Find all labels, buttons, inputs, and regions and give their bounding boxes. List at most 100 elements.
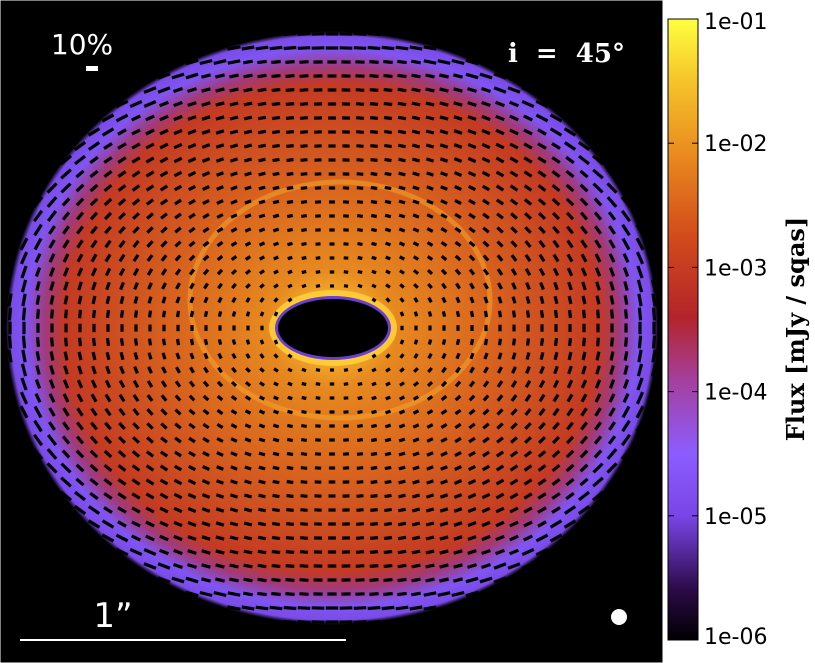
polarization-vector [188, 254, 196, 262]
polarization-vector [467, 507, 477, 513]
polarization-vector [19, 237, 29, 251]
polarization-vector [285, 60, 295, 64]
polarization-vector [497, 352, 503, 360]
polarization-vector [34, 379, 42, 389]
polarization-vector [552, 239, 560, 249]
polarization-vector [411, 577, 421, 583]
polarization-vector [258, 143, 266, 149]
polarization-vector [48, 239, 56, 249]
disk-ring-feature [187, 179, 493, 421]
polarization-vector [508, 100, 520, 108]
polarization-vector [370, 130, 378, 134]
polarization-vector [146, 240, 154, 248]
polarization-vector [384, 465, 392, 471]
polarization-vector [48, 421, 56, 431]
polarization-vector [259, 269, 265, 275]
polarization-vector [143, 562, 157, 570]
polarization-vector [398, 241, 406, 247]
polarization-vector [243, 577, 253, 583]
polarization-vector [271, 535, 281, 541]
polarization-vector [216, 479, 224, 485]
polarization-vector [370, 494, 378, 498]
polarization-vector [383, 535, 393, 541]
polarization-vector [19, 405, 29, 419]
polarization-vector [271, 521, 281, 527]
polarization-vector [159, 478, 169, 486]
polarization-vector [495, 506, 505, 514]
polarization-vector [553, 337, 559, 347]
polarization-vector [370, 144, 378, 148]
polarization-vector [202, 240, 210, 248]
polarization-vector [425, 87, 435, 93]
polarization-vector [495, 520, 505, 528]
polarization-vector [510, 212, 518, 220]
polarization-vector [255, 45, 269, 51]
polarization-vector [90, 253, 98, 263]
polarization-vector [35, 281, 41, 291]
polarization-vector [101, 519, 115, 529]
polarization-vector [217, 282, 223, 290]
polarization-vector [467, 143, 477, 149]
polarization-vector [132, 226, 140, 234]
polarization-vector [636, 265, 644, 279]
polarization-vector [73, 140, 87, 152]
polarization-vector [133, 352, 139, 360]
polarization-vector [273, 283, 279, 289]
polarization-vector [161, 338, 167, 346]
polarization-vector [35, 365, 41, 375]
polarization-vector [286, 451, 294, 457]
polarization-vector [201, 563, 211, 569]
polarization-vector [397, 549, 407, 555]
polarization-vector [371, 409, 377, 415]
polarization-vector [482, 268, 490, 276]
polarization-vector [383, 87, 393, 93]
polarization-vector [579, 169, 589, 179]
polarization-vector [440, 171, 448, 177]
polarization-vector [509, 114, 519, 122]
polarization-vector [580, 379, 588, 389]
polarization-vector [441, 282, 447, 290]
polarization-vector [216, 394, 224, 402]
polarization-vector [537, 128, 547, 136]
polarization-vector [357, 424, 363, 428]
polarization-vector [608, 253, 616, 263]
polarization-vector [230, 227, 238, 233]
polarization-vector [229, 521, 239, 527]
polarization-vector [227, 591, 241, 597]
polarization-vector [131, 170, 141, 178]
polarization-vector [187, 101, 197, 107]
polarization-vector [469, 296, 475, 304]
polarization-vector [398, 255, 406, 261]
polarization-vector [510, 380, 518, 388]
polarization-vector [245, 353, 251, 359]
polarization-vector [244, 255, 252, 261]
polarization-vector [369, 536, 379, 540]
polarization-vector [174, 394, 182, 402]
polarization-vector [173, 184, 183, 192]
polarization-vector [468, 394, 476, 402]
polarization-vector [286, 437, 294, 443]
polarization-vector [397, 129, 407, 135]
polarization-vector [355, 564, 365, 568]
polarization-vector [510, 436, 518, 444]
polarization-vector [78, 337, 82, 347]
polarization-vector [103, 492, 113, 500]
polarization-vector [509, 156, 519, 164]
polarization-vector [131, 492, 141, 500]
polarization-vector [187, 492, 197, 500]
polarization-vector [101, 127, 115, 137]
polarization-vector [215, 143, 225, 149]
polarization-vector [412, 171, 420, 177]
polarization-vector [635, 237, 645, 251]
polarization-vector [620, 195, 632, 209]
polarization-vector [399, 381, 405, 387]
polarization-vector [173, 142, 183, 150]
polarization-vector [202, 198, 210, 206]
polarization-vector [299, 592, 309, 596]
polarization-vector [481, 114, 491, 122]
polarization-vector [230, 213, 238, 219]
polarization-vector [412, 409, 420, 415]
polarization-vector [482, 212, 490, 220]
polarization-vector [384, 507, 392, 513]
polarization-vector [299, 550, 309, 554]
